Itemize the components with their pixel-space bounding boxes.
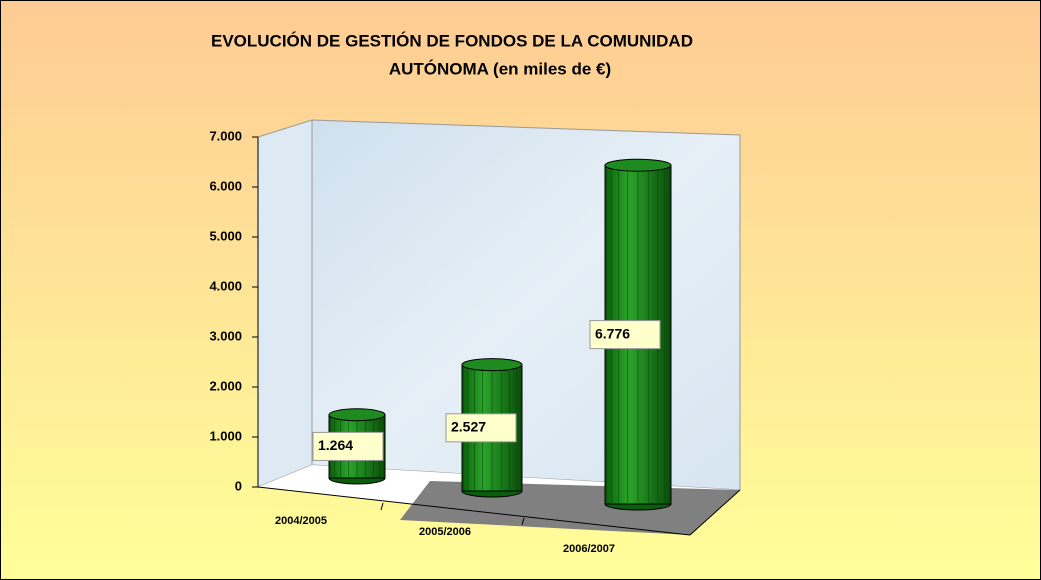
y-tick-label: 0 xyxy=(235,478,242,493)
x-tick xyxy=(521,517,525,526)
floor-edge xyxy=(689,489,741,536)
x-tick-label: 2005/2006 xyxy=(419,526,471,538)
x-axis xyxy=(257,486,691,536)
value-label-box xyxy=(312,431,384,461)
value-label: 2.527 xyxy=(451,419,486,435)
bar-top xyxy=(328,408,386,422)
bar-top xyxy=(461,358,523,372)
chart-title: EVOLUCIÓN DE GESTIÓN DE FONDOS DE LA COM… xyxy=(211,31,693,50)
y-tick-label: 4.000 xyxy=(209,278,242,293)
side-wall xyxy=(257,119,313,488)
x-tick xyxy=(380,502,384,511)
value-label-box xyxy=(445,413,517,443)
y-tick-label: 1.000 xyxy=(209,428,242,443)
y-tick-label: 5.000 xyxy=(209,228,242,243)
y-tick-label: 7.000 xyxy=(209,128,242,143)
x-tick-label: 2004/2005 xyxy=(275,515,327,527)
value-label: 6.776 xyxy=(595,325,630,341)
x-tick-label: 2006/2007 xyxy=(563,543,615,555)
value-label: 1.264 xyxy=(318,437,353,453)
y-tick-label: 2.000 xyxy=(209,378,242,393)
chart-title: AUTÓNOMA (en miles de €) xyxy=(389,59,611,78)
bar-top xyxy=(604,158,672,172)
y-tick-label: 3.000 xyxy=(209,328,242,343)
value-label-box xyxy=(589,320,661,350)
y-tick-label: 6.000 xyxy=(209,178,242,193)
